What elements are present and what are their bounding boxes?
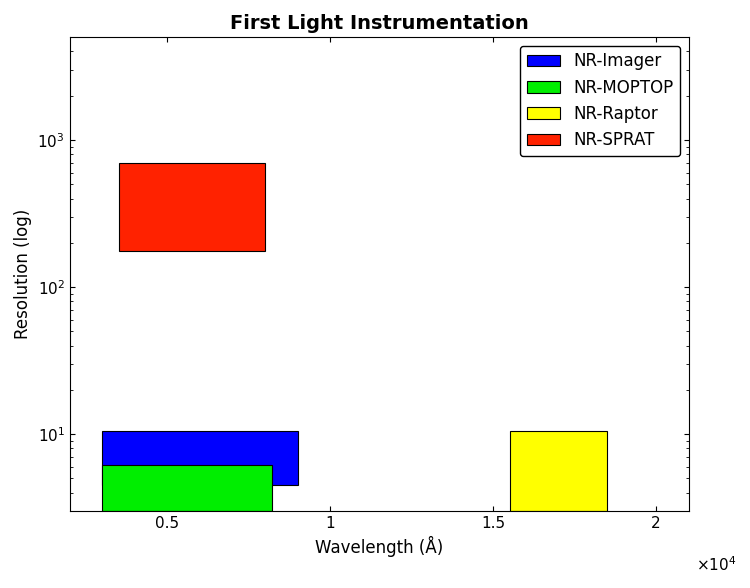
- Bar: [102, 431, 298, 485]
- Y-axis label: Resolution (log): Resolution (log): [14, 209, 32, 339]
- Legend: NR-Imager, NR-MOPTOP, NR-Raptor, NR-SPRAT: NR-Imager, NR-MOPTOP, NR-Raptor, NR-SPRA…: [520, 45, 680, 156]
- Title: First Light Instrumentation: First Light Instrumentation: [230, 14, 529, 33]
- Text: $\times10^4$: $\times10^4$: [696, 556, 736, 574]
- Bar: [509, 431, 608, 511]
- Bar: [102, 465, 272, 511]
- X-axis label: Wavelength (Å): Wavelength (Å): [315, 536, 443, 557]
- Bar: [118, 163, 266, 251]
